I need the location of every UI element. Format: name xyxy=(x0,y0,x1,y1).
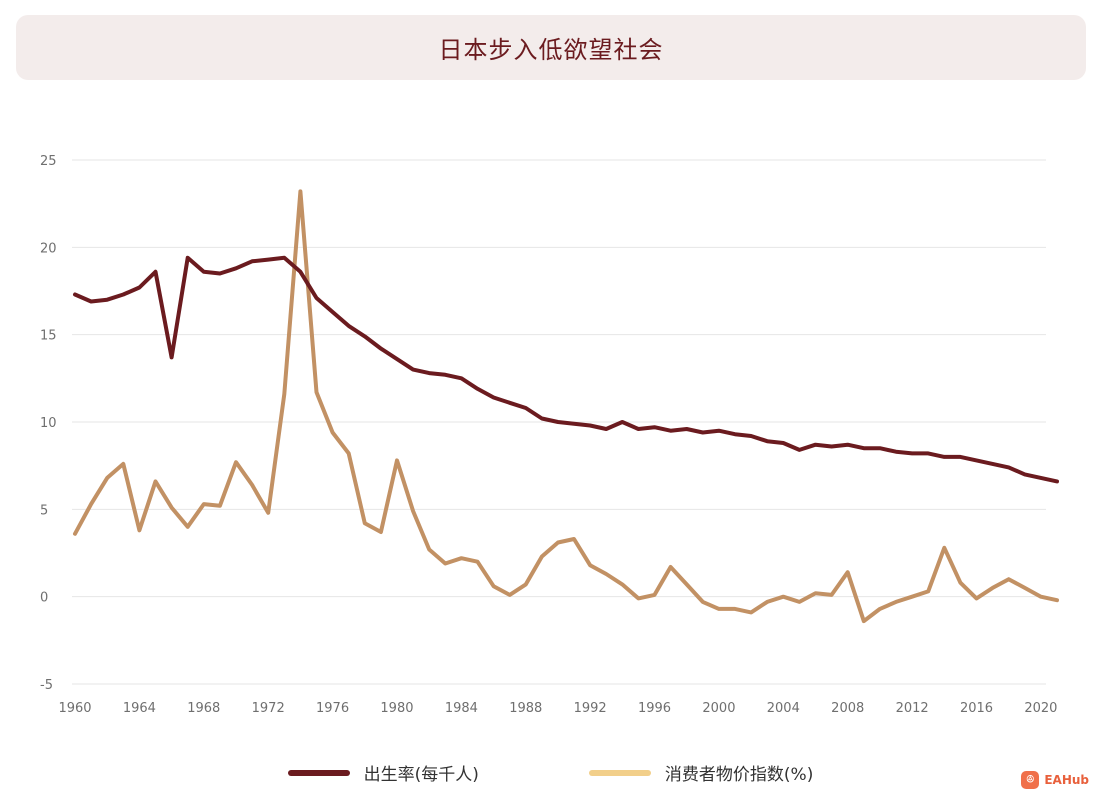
x-tick-label: 2020 xyxy=(1024,701,1057,716)
x-tick-label: 1976 xyxy=(316,701,349,716)
x-tick-label: 1960 xyxy=(58,701,91,716)
x-tick-label: 1992 xyxy=(574,701,607,716)
title-bar: 日本步入低欲望社会 xyxy=(16,15,1086,80)
y-tick-label: 0 xyxy=(40,591,48,606)
y-axis-ticks: -5 0 5 10 15 20 25 xyxy=(40,154,57,693)
x-tick-label: 2000 xyxy=(702,701,735,716)
x-tick-label: 1984 xyxy=(445,701,478,716)
x-tick-label: 2004 xyxy=(767,701,800,716)
line-chart: -5 0 5 10 15 20 25 1960 1964 1968 1972 1976 1980 198… xyxy=(40,154,1059,716)
x-tick-label: 1968 xyxy=(187,701,220,716)
series-layer xyxy=(73,189,1059,624)
watermark-text: EAHub xyxy=(1044,773,1089,787)
x-axis-ticks: 1960 1964 1968 1972 1976 1980 1984 1988 1992 1996… xyxy=(58,701,1057,716)
y-tick-label: 10 xyxy=(40,416,57,431)
legend-swatch-cpi xyxy=(588,769,651,776)
x-tick-label: 1988 xyxy=(509,701,542,716)
x-tick-label: 1964 xyxy=(123,701,156,716)
x-tick-label: 1996 xyxy=(638,701,671,716)
y-tick-label: 5 xyxy=(40,503,48,518)
legend-swatch-birth-rate xyxy=(287,769,350,776)
y-tick-label: 20 xyxy=(40,241,57,256)
x-tick-label: 2016 xyxy=(960,701,993,716)
x-tick-label: 1972 xyxy=(252,701,285,716)
ea-icon: ꔮ xyxy=(1021,771,1040,789)
y-tick-label: -5 xyxy=(40,678,53,693)
legend: 出生率(每千人) 消费者物价指数(%) xyxy=(0,760,1101,785)
watermark: ꔮ EAHub xyxy=(1021,771,1089,789)
legend-label-birth-rate: 出生率(每千人) xyxy=(363,765,479,785)
x-tick-label: 2008 xyxy=(831,701,864,716)
y-tick-label: 15 xyxy=(40,329,57,344)
series-line-cpi xyxy=(73,189,1059,624)
legend-item-cpi[interactable]: 消费者物价指数(%) xyxy=(588,760,814,785)
x-tick-label: 2012 xyxy=(896,701,929,716)
y-tick-label: 25 xyxy=(40,154,57,169)
x-tick-label: 1980 xyxy=(380,701,413,716)
series-line-birth-rate xyxy=(73,255,1059,484)
grid-layer xyxy=(72,159,1046,685)
chart-title: 日本步入低欲望社会 xyxy=(438,36,664,64)
legend-item-birth-rate[interactable]: 出生率(每千人) xyxy=(287,760,479,785)
legend-label-cpi: 消费者物价指数(%) xyxy=(664,765,814,785)
